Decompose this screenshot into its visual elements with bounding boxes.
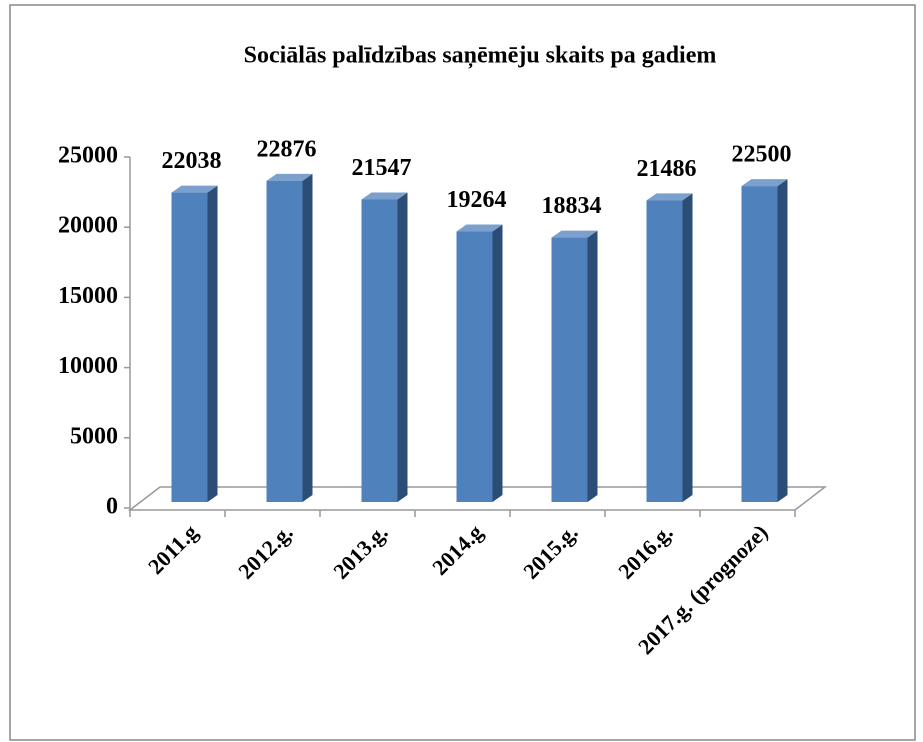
bar-side [682, 193, 693, 503]
bar-side [302, 173, 313, 502]
data-label: 22500 [732, 142, 792, 168]
y-tick-label: 25000 [58, 143, 118, 169]
y-tick-label: 10000 [58, 353, 118, 379]
bar [456, 224, 503, 502]
bar-top [646, 193, 693, 201]
bar-side [397, 192, 408, 503]
data-label: 21486 [637, 156, 697, 182]
bar [741, 179, 788, 502]
bar-front [171, 192, 208, 502]
bar-top [266, 173, 313, 181]
bar-top [361, 192, 408, 200]
bar-top [551, 230, 598, 238]
y-tick-label: 15000 [58, 283, 118, 309]
bar-side [492, 224, 503, 502]
y-tick-label: 20000 [58, 213, 118, 239]
y-tick-label: 5000 [70, 423, 118, 449]
floor [127, 486, 828, 511]
bar-side [777, 179, 788, 502]
data-label: 18834 [542, 193, 602, 219]
bar-front [456, 231, 493, 502]
bar-top [741, 179, 788, 187]
bar-front [646, 200, 683, 503]
bar-side [207, 185, 218, 502]
bar [266, 173, 313, 502]
y-tick-label: 0 [106, 494, 118, 520]
bar-front [266, 180, 303, 502]
bar-top [171, 185, 218, 193]
bar [171, 185, 218, 502]
bar-front [551, 237, 588, 503]
chart-title: Sociālās palīdzības saņēmēju skaits pa g… [244, 43, 717, 70]
bar-front [741, 186, 778, 502]
bar [361, 192, 408, 503]
data-label: 22876 [257, 136, 317, 162]
bar [646, 193, 693, 503]
bar-top [456, 224, 503, 232]
bar-front [361, 199, 398, 503]
bar-side [587, 230, 598, 503]
bar [551, 230, 598, 503]
data-label: 21547 [352, 155, 412, 181]
data-label: 22038 [162, 148, 222, 174]
data-label: 19264 [447, 187, 507, 213]
